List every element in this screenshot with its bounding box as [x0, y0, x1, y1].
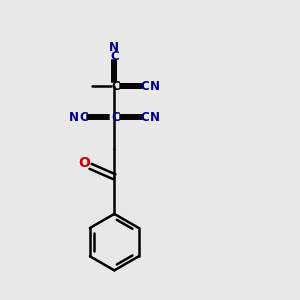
Text: N: N	[149, 80, 160, 93]
Text: N: N	[149, 111, 160, 124]
Text: C: C	[111, 111, 120, 124]
Text: C: C	[110, 50, 119, 64]
Text: C: C	[80, 111, 88, 124]
Text: C: C	[140, 111, 149, 124]
Text: N: N	[69, 111, 79, 124]
Text: C: C	[140, 80, 149, 93]
Text: N: N	[109, 41, 119, 54]
Text: O: O	[78, 156, 90, 170]
Text: C: C	[111, 80, 120, 93]
